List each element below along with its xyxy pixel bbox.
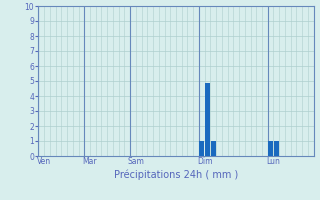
Bar <box>205 82 210 156</box>
Bar <box>274 141 279 156</box>
X-axis label: Précipitations 24h ( mm ): Précipitations 24h ( mm ) <box>114 169 238 180</box>
Bar <box>211 141 216 156</box>
Bar <box>268 141 273 156</box>
Bar <box>199 141 204 156</box>
